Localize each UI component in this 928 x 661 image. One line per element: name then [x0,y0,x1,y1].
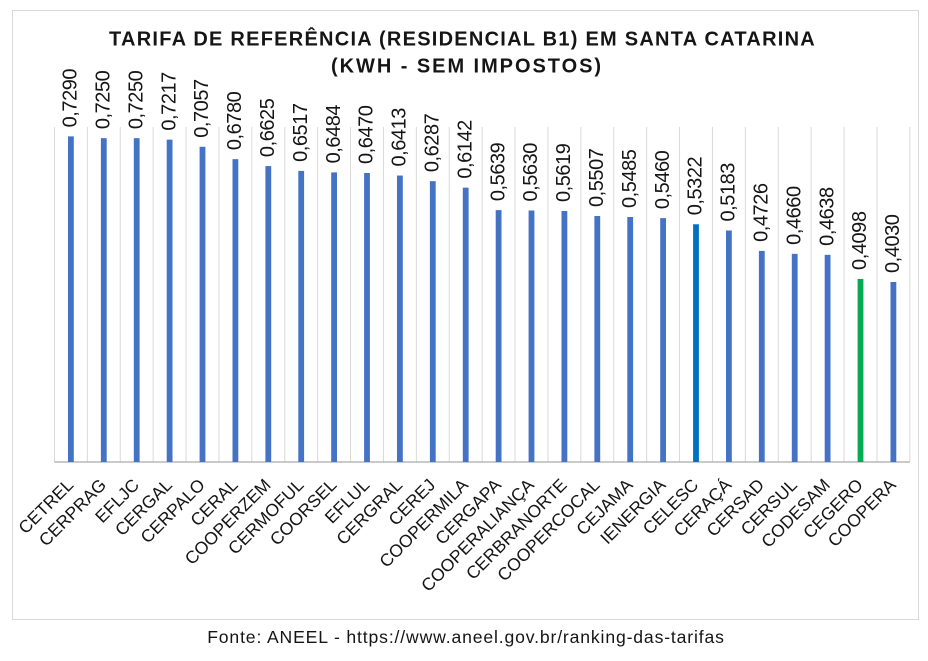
svg-text:0,5630: 0,5630 [520,143,542,202]
svg-text:0,7057: 0,7057 [191,79,213,138]
svg-text:0,4660: 0,4660 [783,186,805,245]
svg-text:0,6517: 0,6517 [290,103,312,162]
svg-text:0,7290: 0,7290 [60,69,82,128]
svg-text:0,4638: 0,4638 [816,187,838,246]
svg-text:0,7217: 0,7217 [158,72,180,131]
svg-text:(KWH - SEM IMPOSTOS): (KWH - SEM IMPOSTOS) [331,56,603,78]
svg-text:0,6413: 0,6413 [389,108,411,167]
svg-text:0,6470: 0,6470 [356,105,378,164]
svg-text:0,6142: 0,6142 [454,120,476,179]
svg-text:0,7250: 0,7250 [92,70,114,129]
svg-text:0,5639: 0,5639 [487,142,509,201]
svg-text:0,7250: 0,7250 [125,70,147,129]
svg-text:0,5460: 0,5460 [652,150,674,209]
svg-text:0,6625: 0,6625 [257,98,279,157]
svg-text:0,5322: 0,5322 [685,156,707,215]
svg-text:0,6484: 0,6484 [323,105,345,164]
svg-text:0,4098: 0,4098 [849,211,871,270]
svg-text:Fonte: ANEEL - https://www.ane: Fonte: ANEEL - https://www.aneel.gov.br/… [207,627,725,647]
svg-text:0,5485: 0,5485 [619,149,641,208]
svg-text:0,4726: 0,4726 [750,183,772,242]
svg-text:0,6287: 0,6287 [421,113,443,172]
svg-text:TARIFA DE REFERÊNCIA (RESIDENC: TARIFA DE REFERÊNCIA (RESIDENCIAL B1) EM… [109,27,816,51]
svg-text:0,4030: 0,4030 [882,214,904,273]
svg-text:0,5507: 0,5507 [586,148,608,207]
svg-text:0,5183: 0,5183 [718,163,740,222]
svg-text:0,5619: 0,5619 [553,143,575,202]
svg-text:0,6780: 0,6780 [224,91,246,150]
